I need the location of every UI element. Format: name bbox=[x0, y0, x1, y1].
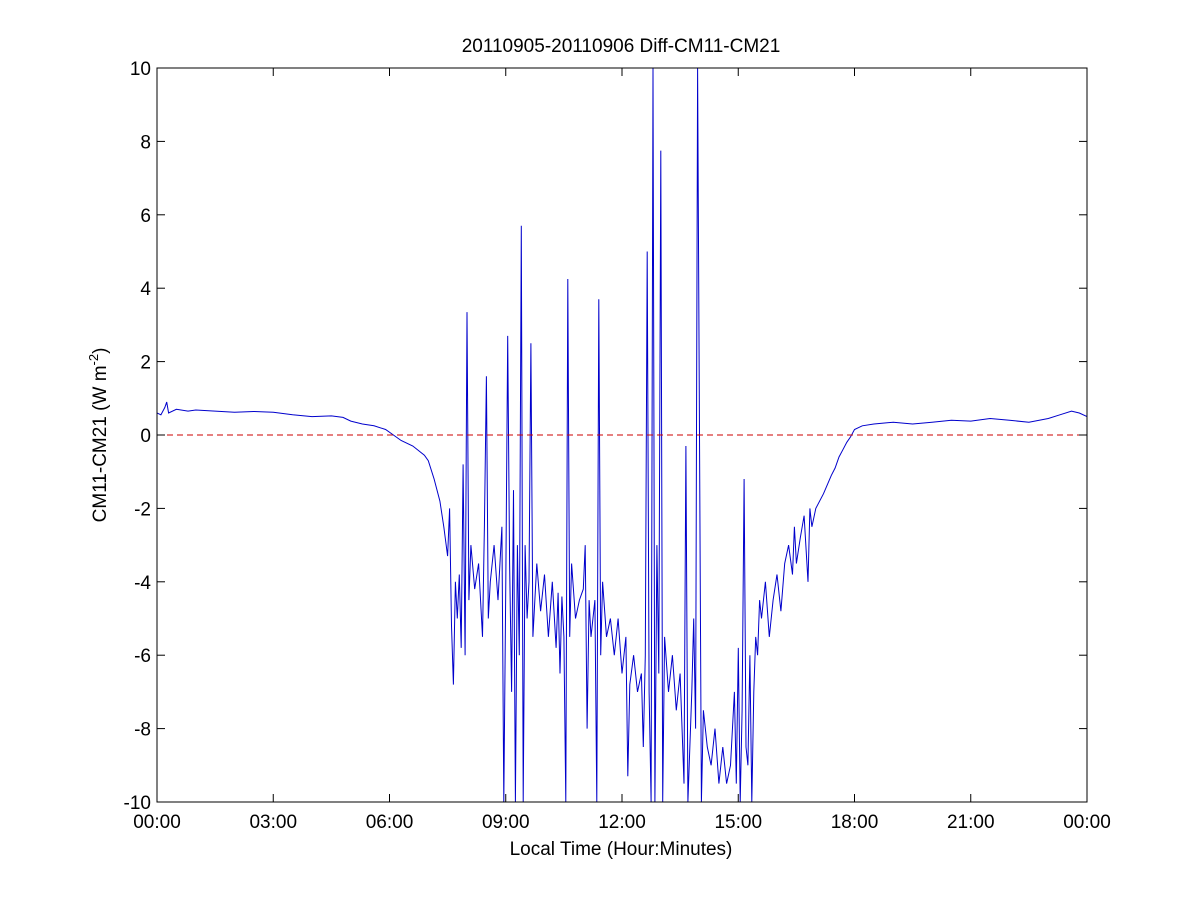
plot-area bbox=[157, 68, 1087, 802]
x-tick-label: 21:00 bbox=[947, 812, 995, 833]
x-tick-label: 18:00 bbox=[831, 812, 879, 833]
chart-title: 20110905-20110906 Diff-CM11-CM21 bbox=[462, 36, 781, 57]
x-tick-label: 00:00 bbox=[1063, 812, 1111, 833]
y-tick-label: -8 bbox=[134, 720, 151, 741]
y-axis-title-suffix: ) bbox=[90, 348, 111, 354]
x-tick-label: 12:00 bbox=[598, 812, 646, 833]
y-tick-label: -4 bbox=[134, 573, 151, 594]
y-tick-label: 6 bbox=[140, 206, 151, 227]
x-tick-label: 09:00 bbox=[482, 812, 530, 833]
y-tick-label: 4 bbox=[140, 279, 151, 300]
y-tick-label: 2 bbox=[140, 353, 151, 374]
x-tick-label: 15:00 bbox=[714, 812, 762, 833]
y-axis: -10 -8 -6 -4 -2 0 2 4 6 8 10 bbox=[124, 59, 1087, 814]
x-axis: 00:00 03:00 06:00 09:00 12:00 15:00 18:00 21:00… bbox=[133, 68, 1111, 833]
x-tick-label: 03:00 bbox=[249, 812, 297, 833]
x-tick-label: 06:00 bbox=[366, 812, 414, 833]
y-tick-label: -2 bbox=[134, 499, 151, 520]
y-tick-label: 10 bbox=[130, 59, 151, 80]
y-axis-title: CM11-CM21 (W m-2) bbox=[86, 348, 111, 523]
y-tick-label: 8 bbox=[140, 132, 151, 153]
y-tick-label: -6 bbox=[134, 646, 151, 667]
x-tick-label: 00:00 bbox=[133, 812, 181, 833]
y-tick-label: -10 bbox=[124, 793, 151, 814]
y-tick-label: 0 bbox=[140, 426, 151, 447]
x-axis-title: Local Time (Hour:Minutes) bbox=[510, 839, 733, 860]
y-axis-title-prefix: CM11-CM21 (W m bbox=[90, 365, 111, 522]
y-axis-title-superscript: -2 bbox=[86, 354, 101, 366]
series-line bbox=[157, 68, 1087, 802]
